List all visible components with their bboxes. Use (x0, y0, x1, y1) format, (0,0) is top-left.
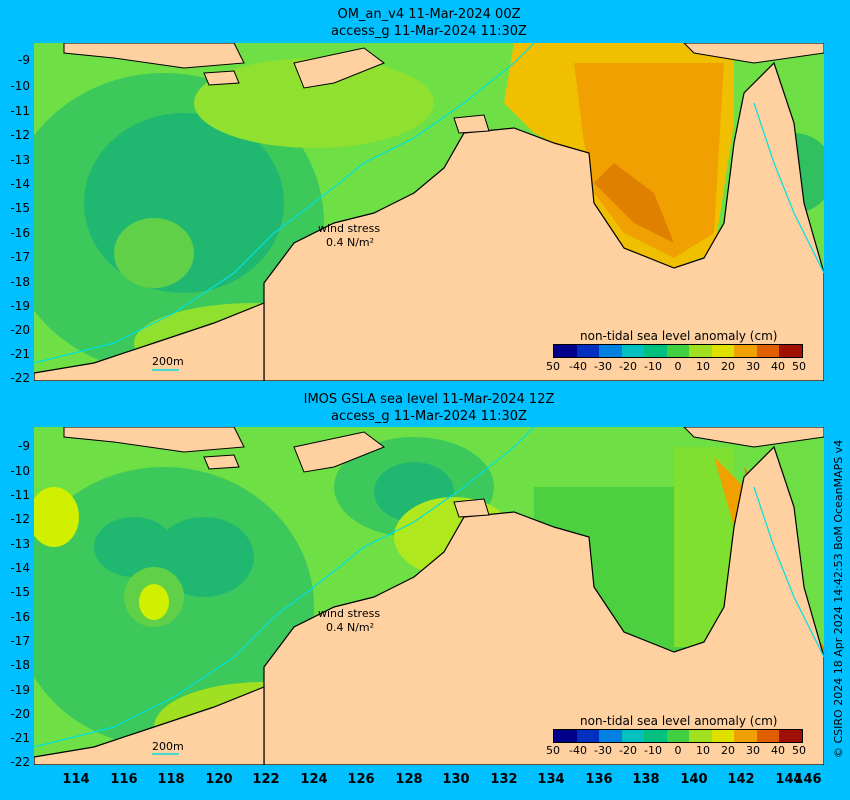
top-ytick: -13 (10, 153, 30, 167)
bottom-ytick: -16 (10, 610, 30, 624)
bottom-cb-tick: -30 (594, 744, 612, 757)
top-ytick: -12 (10, 128, 30, 142)
x-tick: 144 (775, 772, 803, 787)
top-ytick: -17 (10, 250, 30, 264)
bottom-ytick: -12 (10, 512, 30, 526)
bottom-cb-tick: 0 (674, 744, 682, 757)
x-tick: 118 (157, 772, 185, 787)
x-tick: 114 (62, 772, 90, 787)
bottom-title-line2: access_g 11-Mar-2024 11:30Z (331, 409, 527, 424)
x-tick: 122 (252, 772, 280, 787)
top-ytick: -10 (10, 79, 30, 93)
bottom-cb-tick: 50 (546, 744, 560, 757)
x-tick: 132 (490, 772, 518, 787)
bottom-cb-tick: 50 (792, 744, 806, 757)
top-wind-value: 0.4 N/m² (326, 236, 375, 249)
bottom-ytick: -18 (10, 658, 30, 672)
top-cb-tick: 0 (674, 360, 682, 373)
bottom-scale-label: 200m (152, 740, 184, 753)
x-tick: 138 (632, 772, 660, 787)
top-cb-tick: 30 (746, 360, 760, 373)
top-cb-tick: 20 (721, 360, 735, 373)
bottom-colorbar (553, 729, 803, 743)
top-ytick: -22 (10, 371, 30, 385)
bottom-ytick: -17 (10, 634, 30, 648)
bottom-ytick: -10 (10, 464, 30, 478)
top-colorbar-title: non-tidal sea level anomaly (cm) (580, 329, 778, 343)
top-ytick: -9 (18, 53, 30, 67)
x-tick: 120 (205, 772, 233, 787)
x-tick: 116 (110, 772, 138, 787)
bottom-ytick: -20 (10, 707, 30, 721)
bottom-ytick: -9 (18, 439, 30, 453)
bottom-cb-tick: 10 (696, 744, 710, 757)
bottom-wind-label: wind stress (318, 607, 381, 620)
bottom-ytick: -13 (10, 537, 30, 551)
top-cb-tick: 50 (792, 360, 806, 373)
bottom-map-svg (34, 427, 824, 765)
top-map-svg (34, 43, 824, 381)
x-tick: 128 (395, 772, 423, 787)
x-tick: 134 (537, 772, 565, 787)
bottom-cb-tick: -40 (569, 744, 587, 757)
top-scale-label: 200m (152, 355, 184, 368)
top-cb-tick: -40 (569, 360, 587, 373)
top-ytick: -18 (10, 275, 30, 289)
top-title-line2: access_g 11-Mar-2024 11:30Z (331, 24, 527, 39)
x-tick: 126 (347, 772, 375, 787)
bottom-ytick: -22 (10, 755, 30, 769)
bottom-ytick: -21 (10, 731, 30, 745)
top-ytick: -14 (10, 177, 30, 191)
top-cb-tick: -20 (619, 360, 637, 373)
x-tick: 124 (300, 772, 328, 787)
top-cb-tick: -10 (644, 360, 662, 373)
bottom-cb-tick: 20 (721, 744, 735, 757)
top-ytick: -20 (10, 323, 30, 337)
credit-text: © CSIRO 2024 18 Apr 2024 14:42:53 BoM Oc… (832, 439, 845, 758)
x-tick: 140 (680, 772, 708, 787)
top-cb-tick: 50 (546, 360, 560, 373)
bottom-cb-tick: -10 (644, 744, 662, 757)
top-ytick: -15 (10, 201, 30, 215)
x-tick: 136 (585, 772, 613, 787)
bottom-map[interactable] (34, 427, 824, 765)
x-tick: 130 (442, 772, 470, 787)
bottom-ytick: -15 (10, 585, 30, 599)
x-tick: 142 (727, 772, 755, 787)
top-wind-label: wind stress (318, 222, 381, 235)
top-title-line1: OM_an_v4 11-Mar-2024 00Z (337, 7, 521, 22)
top-colorbar (553, 344, 803, 358)
top-cb-tick: 40 (771, 360, 785, 373)
bottom-ytick: -11 (10, 488, 30, 502)
top-map[interactable] (34, 43, 824, 381)
top-ytick: -11 (10, 104, 30, 118)
top-ytick: -16 (10, 226, 30, 240)
bottom-title-line1: IMOS GSLA sea level 11-Mar-2024 12Z (303, 392, 555, 407)
top-cb-tick: 10 (696, 360, 710, 373)
bottom-cb-tick: 40 (771, 744, 785, 757)
bottom-cb-tick: 30 (746, 744, 760, 757)
bottom-cb-tick: -20 (619, 744, 637, 757)
bottom-ytick: -19 (10, 683, 30, 697)
top-ytick: -19 (10, 299, 30, 313)
bottom-wind-value: 0.4 N/m² (326, 621, 375, 634)
top-cb-tick: -30 (594, 360, 612, 373)
bottom-colorbar-title: non-tidal sea level anomaly (cm) (580, 714, 778, 728)
top-ytick: -21 (10, 347, 30, 361)
bottom-ytick: -14 (10, 561, 30, 575)
x-tick: 146 (794, 772, 822, 787)
